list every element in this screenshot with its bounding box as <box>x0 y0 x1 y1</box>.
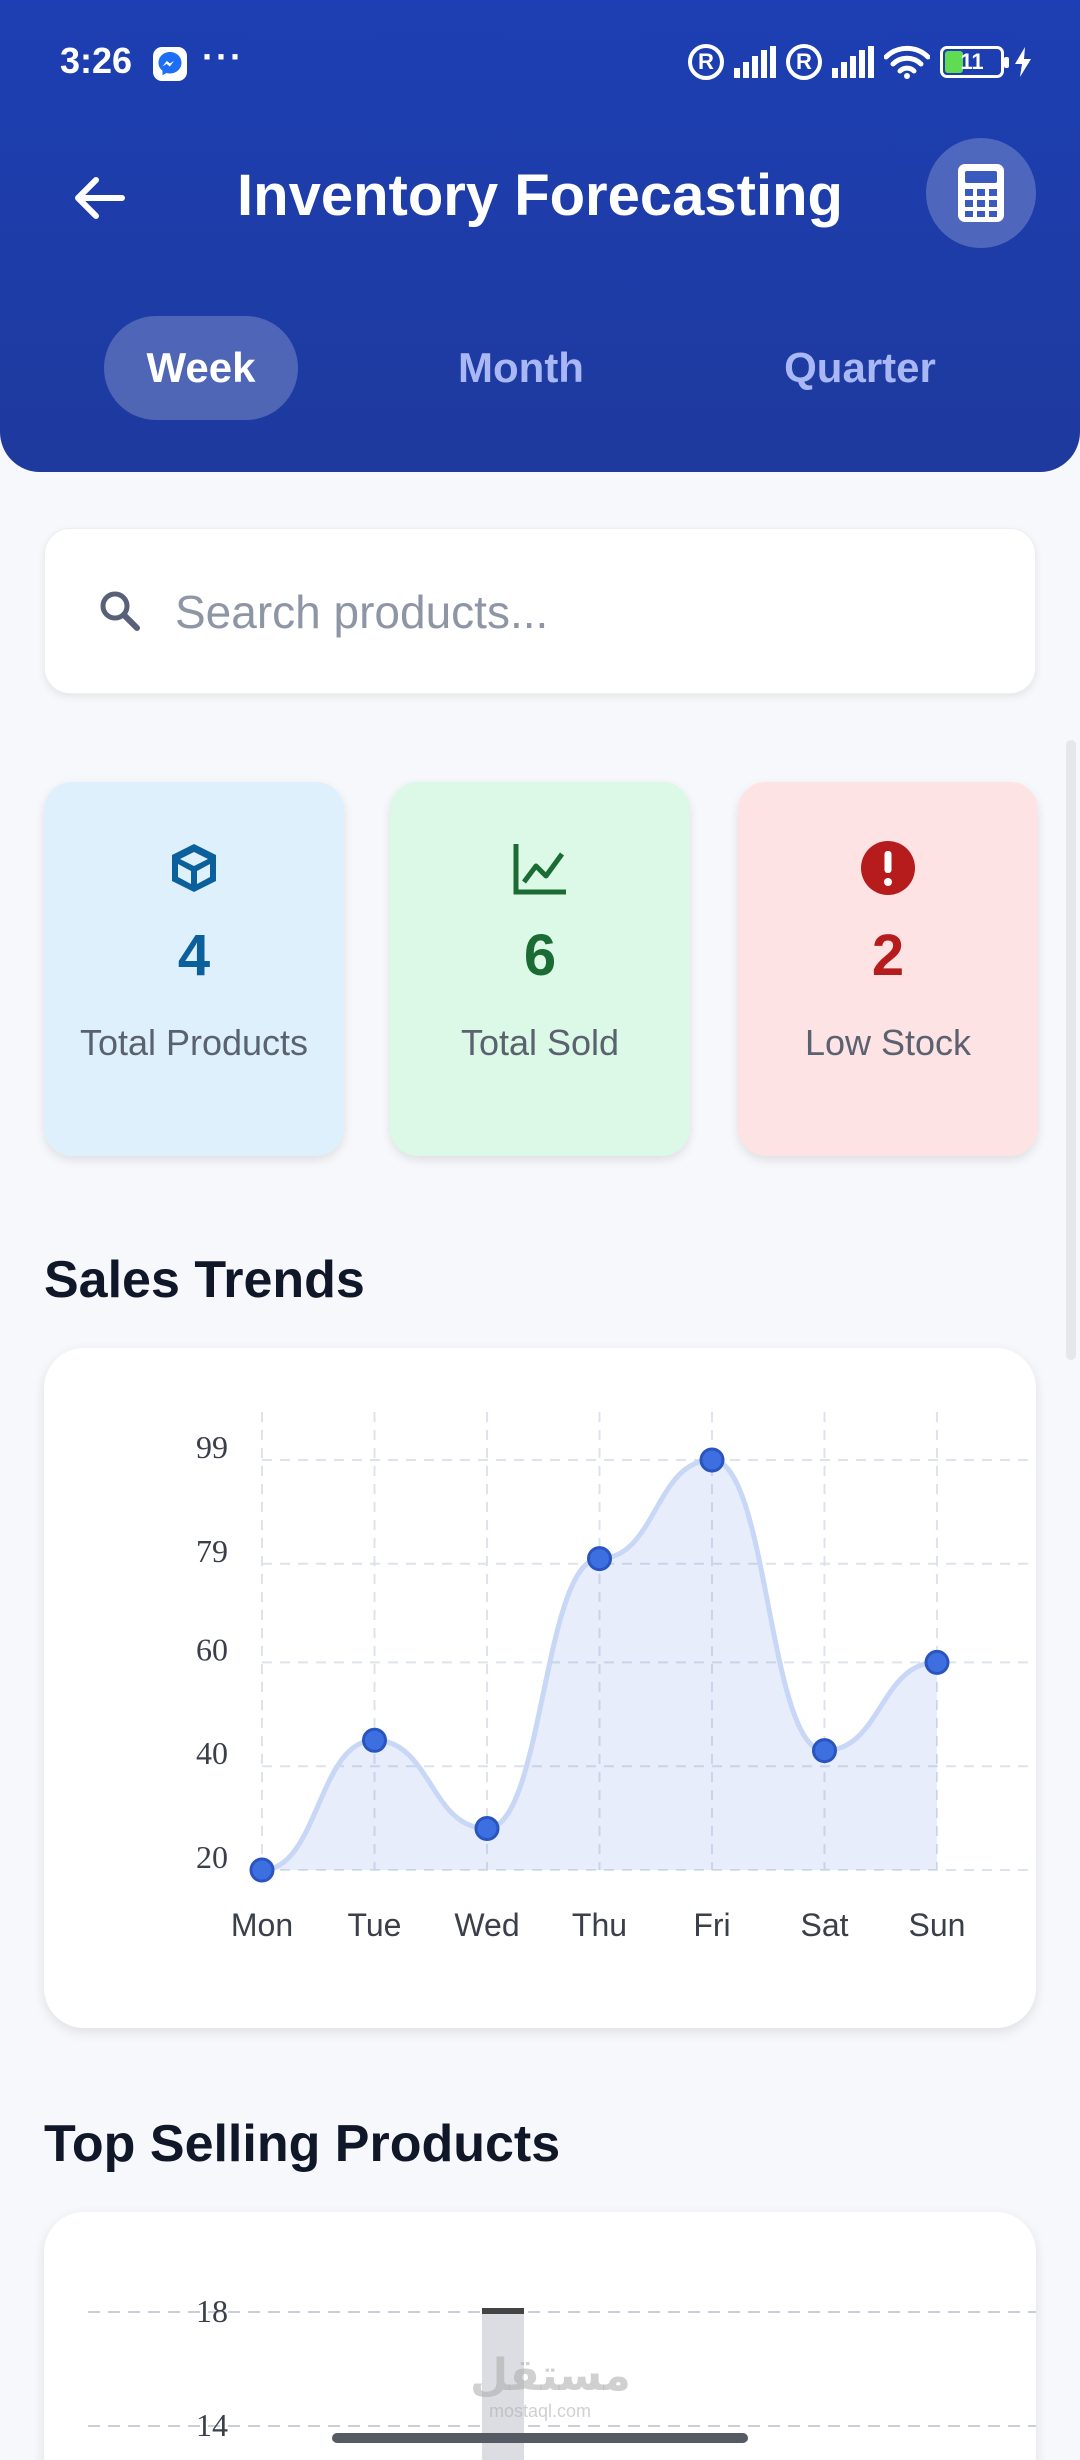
data-point-mon <box>249 1857 275 1883</box>
signal-icon-2 <box>832 46 874 78</box>
total-sold-value: 6 <box>523 923 557 988</box>
stat-card-low-stock[interactable]: 2 Low Stock <box>738 782 1038 1156</box>
stat-card-total-sold[interactable]: 6 Total Sold <box>390 782 690 1156</box>
top-selling-chart-card: 14 18 <box>44 2212 1036 2460</box>
tab-month[interactable]: Month <box>458 344 584 391</box>
y-tick-label: 14 <box>196 2407 228 2443</box>
back-button[interactable] <box>62 160 138 236</box>
battery-icon: 11 <box>940 46 1009 78</box>
tab-week[interactable]: Week <box>104 316 298 420</box>
alert-icon <box>861 841 915 895</box>
y-tick-label: 60 <box>196 1631 228 1667</box>
search-icon <box>100 591 140 631</box>
status-bar: 3:26 ··· R R <box>0 0 1080 128</box>
arrow-left-icon <box>75 177 125 219</box>
y-tick-label: 79 <box>196 1533 228 1569</box>
search-input[interactable] <box>175 569 995 655</box>
y-tick-label: 99 <box>196 1429 228 1465</box>
signal-icon <box>734 46 776 78</box>
sales-area <box>262 1460 937 1870</box>
data-point-tue <box>362 1727 387 1753</box>
watermark: مستقل mostaql.com <box>470 2350 631 2421</box>
sales-trends-chart-card: 20 40 60 79 99 Mon Tue Wed Thu Fri Sat Sun <box>44 1348 1036 2028</box>
data-point-sun <box>924 1649 950 1675</box>
y-tick-label: 40 <box>196 1735 228 1771</box>
status-icons: R R 11 <box>688 44 1032 80</box>
home-indicator[interactable] <box>332 2433 748 2443</box>
calculator-button[interactable] <box>926 138 1036 248</box>
total-sold-label: Total Sold <box>460 1022 620 1063</box>
status-time: 3:26 <box>60 40 133 81</box>
roaming-icon-2: R <box>786 44 822 80</box>
app-header: 3:26 ··· R R <box>0 0 1080 472</box>
page-title: Inventory Forecasting <box>237 163 843 228</box>
bar-cap <box>482 2308 524 2314</box>
x-tick-label: Fri <box>693 1907 730 1943</box>
trend-chart-icon <box>513 844 566 895</box>
y-tick-label: 20 <box>196 1839 228 1875</box>
data-point-fri <box>699 1447 725 1473</box>
sales-trends-chart: 20 40 60 79 99 Mon Tue Wed Thu Fri Sat Sun <box>196 1412 1036 1943</box>
period-tabs: Week Month Quarter <box>0 316 1080 420</box>
low-stock-value: 2 <box>871 923 905 988</box>
messenger-icon <box>153 47 187 81</box>
search-bar <box>44 528 1036 694</box>
roaming-icon: R <box>688 44 724 80</box>
status-more: ··· <box>202 36 244 77</box>
x-tick-label: Sun <box>909 1907 966 1943</box>
x-tick-label: Mon <box>231 1907 293 1943</box>
wifi-icon <box>884 45 930 79</box>
scrollbar[interactable] <box>1066 740 1076 1360</box>
stat-card-total-products[interactable]: 4 Total Products <box>44 782 344 1156</box>
x-tick-label: Thu <box>572 1907 627 1943</box>
low-stock-label: Low Stock <box>804 1022 972 1063</box>
top-selling-chart: 14 18 <box>88 2293 1036 2460</box>
y-tick-label: 18 <box>196 2293 228 2329</box>
tab-quarter[interactable]: Quarter <box>784 344 936 391</box>
x-tick-label: Wed <box>454 1907 519 1943</box>
data-point-wed <box>474 1815 500 1841</box>
total-products-label: Total Products <box>79 1022 309 1063</box>
data-point-thu <box>587 1546 612 1572</box>
sales-trends-heading: Sales Trends <box>44 1251 365 1309</box>
calculator-icon <box>958 164 1004 222</box>
x-tick-label: Sat <box>800 1907 848 1943</box>
data-point-sat <box>812 1738 837 1764</box>
x-tick-label: Tue <box>348 1907 402 1943</box>
charging-icon <box>1015 47 1031 77</box>
top-selling-heading: Top Selling Products <box>44 2115 561 2173</box>
box-icon <box>172 844 216 892</box>
total-products-value: 4 <box>177 923 211 988</box>
